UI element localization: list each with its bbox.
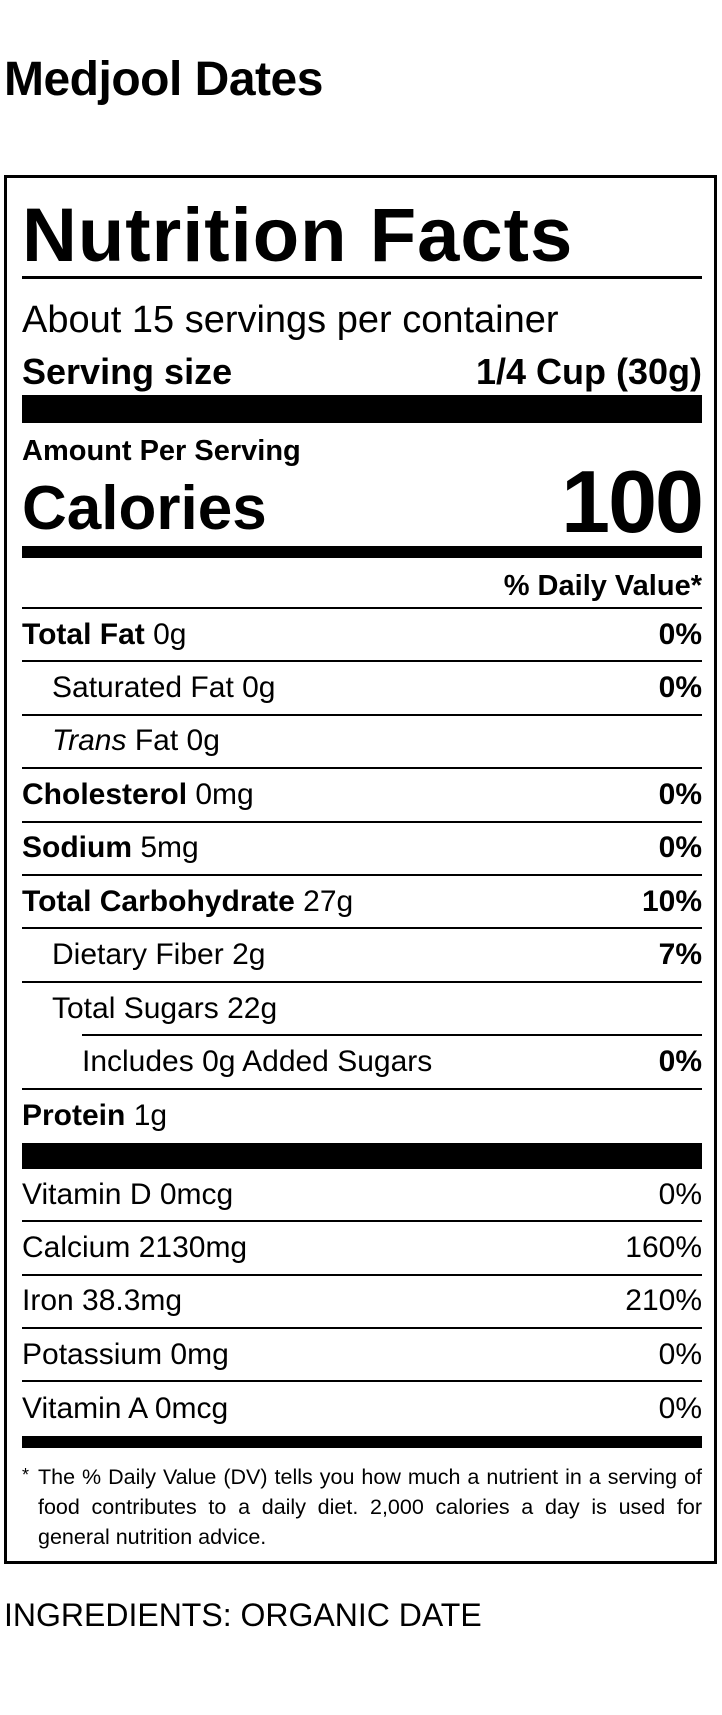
nutrient-dv: 0%: [658, 831, 702, 865]
nutrient-dv: 0%: [658, 777, 702, 811]
nutrient-dv: 10%: [641, 884, 702, 918]
vitamin-amount: 0mg: [170, 1337, 229, 1371]
nutrient-name: Cholesterol: [22, 777, 188, 811]
nutrient-row-total-sugars: Total Sugars 22g: [22, 983, 702, 1037]
nutrient-amount: 2g: [232, 938, 266, 972]
amount-per-serving: Amount Per Serving: [22, 435, 301, 467]
nutrient-dv: 0%: [658, 617, 702, 651]
serving-size-label: Serving size: [22, 351, 233, 392]
serving-size-row: Serving size 1/4 Cup (30g): [22, 351, 702, 393]
nutrient-name: Total Sugars: [52, 992, 219, 1026]
ingredients: INGREDIENTS: ORGANIC DATE: [4, 1597, 482, 1633]
nutrient-name: Dietary Fiber: [52, 938, 224, 972]
divider-medium: [22, 546, 702, 558]
vitamin-name: Calcium: [22, 1230, 131, 1264]
daily-value-header: % Daily Value*: [22, 558, 702, 609]
servings-section: About 15 servings per container Serving …: [22, 279, 702, 395]
footnote-text: The % Daily Value (DV) tells you how muc…: [38, 1464, 702, 1549]
nutrient-amount: 1g: [133, 1099, 168, 1133]
nutrient-amount: 5mg: [140, 831, 199, 865]
label-title: Nutrition Facts: [22, 178, 702, 279]
nutrient-amount: 22g: [227, 992, 278, 1026]
divider-thick: [22, 1142, 702, 1169]
vitamin-amount: 2130mg: [138, 1230, 248, 1264]
nutrient-row-added-sugars: Includes 0g Added Sugars 0%: [22, 1036, 702, 1090]
vitamin-dv: 0%: [658, 1177, 702, 1211]
product-name: Medjool Dates: [4, 53, 323, 106]
nutrient-name: Sodium: [22, 831, 132, 865]
nutrient-row-total-fat: Total Fat 0g 0%: [22, 609, 702, 663]
nutrient-name: Total Fat: [22, 617, 145, 651]
vitamin-dv: 0%: [658, 1337, 702, 1371]
nutrient-dv: 0%: [658, 1044, 702, 1078]
vitamin-dv: 210%: [625, 1284, 702, 1318]
vitamin-dv: 0%: [658, 1392, 702, 1426]
calories-value: 100: [561, 452, 704, 551]
nutrition-facts-label: Nutrition Facts About 15 servings per co…: [4, 175, 717, 1564]
footnote: * The % Daily Value (DV) tells you how m…: [22, 1448, 702, 1552]
vitamin-amount: 0mcg: [154, 1392, 229, 1426]
nutrient-row-cholesterol: Cholesterol 0mg 0%: [22, 769, 702, 823]
nutrient-name: Includes 0g Added Sugars: [82, 1044, 433, 1078]
footnote-star: *: [22, 1464, 30, 1485]
vitamin-name: Vitamin A: [22, 1392, 147, 1426]
divider-medium: [22, 1435, 702, 1448]
calories-label: Calories: [22, 474, 267, 543]
serving-size-value: 1/4 Cup (30g): [475, 351, 702, 392]
vitamin-row-vitamin-d: Vitamin D 0mcg 0%: [22, 1169, 702, 1223]
vitamin-row-vitamin-a: Vitamin A 0mcg 0%: [22, 1382, 702, 1435]
nutrient-amount: 0g: [242, 671, 276, 705]
vitamin-name: Vitamin D: [22, 1177, 152, 1211]
nutrient-row-protein: Protein 1g: [22, 1090, 702, 1143]
nutrient-name: Total Carbohydrate: [22, 884, 295, 918]
vitamin-name: Iron: [22, 1284, 74, 1318]
nutrient-amount: 0mg: [195, 777, 254, 811]
vitamin-name: Potassium: [22, 1337, 163, 1371]
nutrient-row-dietary-fiber: Dietary Fiber 2g 7%: [22, 929, 702, 983]
calories-section: Amount Per Serving Calories 100: [22, 423, 704, 551]
vitamin-dv: 160%: [625, 1230, 702, 1264]
nutrient-row-total-carbohydrate: Total Carbohydrate 27g 10%: [22, 876, 702, 930]
vitamin-row-iron: Iron 38.3mg 210%: [22, 1276, 702, 1330]
nutrient-name: Trans: [52, 724, 127, 758]
nutrient-dv: 0%: [658, 671, 702, 705]
vitamin-amount: 0mcg: [159, 1177, 234, 1211]
servings-per-container: About 15 servings per container: [22, 299, 559, 341]
vitamin-row-potassium: Potassium 0mg 0%: [22, 1329, 702, 1383]
nutrient-amount: 27g: [303, 884, 354, 918]
nutrient-row-sodium: Sodium 5mg 0%: [22, 823, 702, 876]
nutrient-row-saturated-fat: Saturated Fat 0g 0%: [22, 662, 702, 716]
nutrient-dv: 7%: [658, 938, 702, 972]
nutrient-amount: 0g: [153, 617, 187, 651]
vitamin-amount: 38.3mg: [82, 1284, 183, 1318]
nutrient-row-trans-fat: Trans Fat 0g: [22, 716, 702, 770]
divider-thick: [22, 395, 702, 423]
vitamin-row-calcium: Calcium 2130mg 160%: [22, 1222, 702, 1276]
nutrient-name-suffix: Fat: [134, 724, 179, 758]
nutrient-name: Protein: [22, 1099, 126, 1133]
nutrient-amount: 0g: [186, 724, 220, 758]
nutrient-name: Saturated Fat: [52, 671, 234, 705]
